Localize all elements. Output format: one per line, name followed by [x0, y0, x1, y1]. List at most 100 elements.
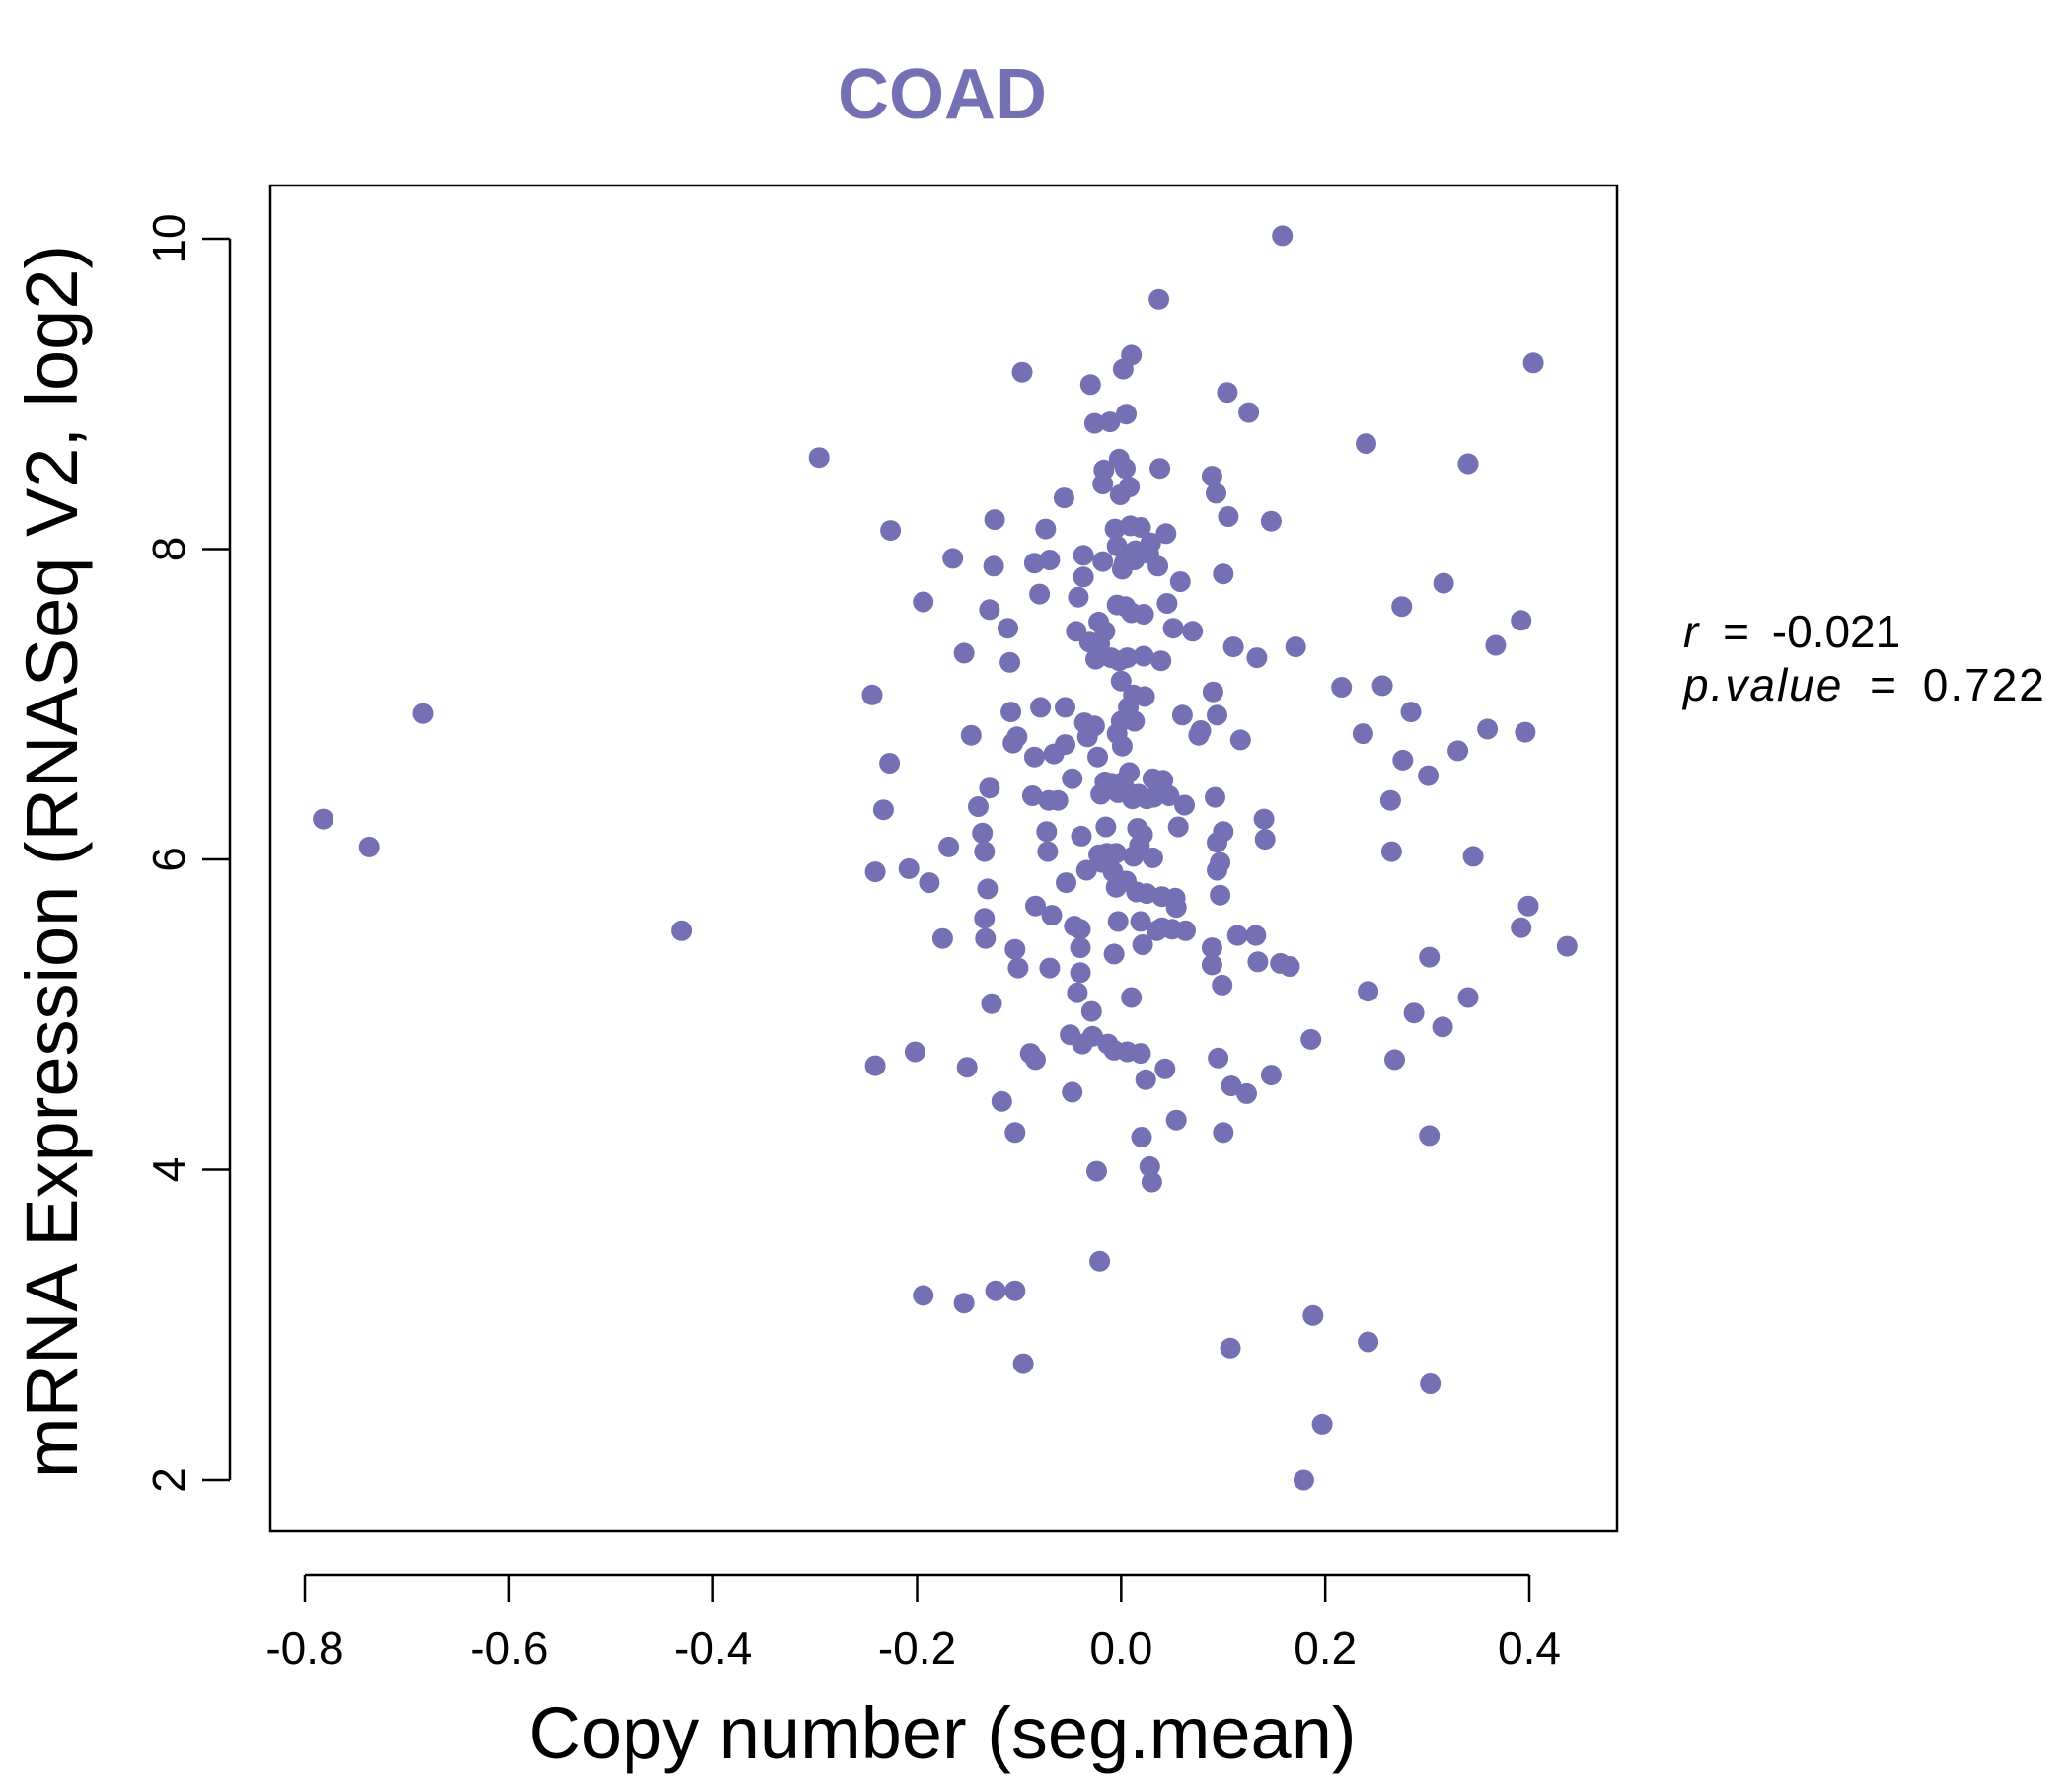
- x-axis-title: Copy number (seg.mean): [528, 1692, 1356, 1774]
- data-point: [1511, 917, 1532, 938]
- data-point: [1083, 412, 1105, 434]
- data-point: [1012, 1353, 1034, 1374]
- data-point: [1105, 843, 1127, 864]
- data-point: [981, 993, 1002, 1014]
- data-point: [1107, 911, 1129, 932]
- chart-title: COAD: [838, 55, 1047, 134]
- data-point: [1212, 974, 1233, 996]
- data-point: [1158, 785, 1180, 806]
- data-point: [1085, 648, 1106, 670]
- data-point: [1206, 482, 1226, 504]
- data-point: [1220, 1337, 1241, 1359]
- data-point: [1279, 956, 1300, 977]
- data-point: [1141, 1171, 1162, 1193]
- data-point: [1130, 911, 1151, 932]
- data-point: [968, 796, 989, 817]
- data-point: [1246, 647, 1268, 669]
- data-point: [1201, 466, 1222, 487]
- stat-p-value: 0.722: [1923, 659, 2046, 710]
- data-point: [1162, 618, 1184, 639]
- data-point: [1403, 1002, 1425, 1024]
- data-point: [1037, 841, 1059, 862]
- data-point: [1004, 1122, 1026, 1144]
- data-point: [1131, 1127, 1152, 1147]
- data-point: [1086, 1160, 1107, 1182]
- data-point: [1174, 794, 1195, 816]
- data-point: [1210, 884, 1231, 906]
- data-point: [1515, 721, 1536, 743]
- data-point: [1202, 681, 1223, 703]
- data-point: [1302, 1304, 1324, 1326]
- stat-p-label: p.value: [1681, 659, 1843, 710]
- data-point: [1095, 816, 1117, 838]
- data-point: [864, 861, 886, 883]
- data-point: [358, 836, 380, 857]
- data-point: [1205, 786, 1225, 808]
- data-point: [1117, 647, 1138, 669]
- stat-r-value: -0.021: [1772, 606, 1900, 657]
- data-point: [1047, 789, 1069, 811]
- data-points: [313, 225, 1578, 1491]
- data-point: [1226, 925, 1248, 946]
- data-point: [1007, 957, 1029, 979]
- data-point: [1132, 934, 1153, 955]
- data-point: [1247, 951, 1269, 973]
- data-point: [1133, 645, 1154, 667]
- data-point: [1041, 905, 1063, 926]
- data-point: [1253, 808, 1275, 830]
- data-point: [938, 836, 960, 857]
- data-point: [1384, 1049, 1405, 1071]
- data-point: [1029, 583, 1051, 605]
- data-point: [1300, 1028, 1322, 1050]
- data-point: [1165, 897, 1187, 919]
- data-point: [1213, 821, 1234, 843]
- data-point: [960, 724, 982, 746]
- x-tick-label: 0.0: [1089, 1622, 1152, 1673]
- data-point: [919, 872, 940, 894]
- stat-r: r = -0.021: [1683, 606, 1900, 657]
- data-point: [1148, 288, 1170, 310]
- data-point: [1272, 225, 1294, 247]
- data-point: [1221, 1075, 1242, 1097]
- data-point: [1229, 729, 1251, 751]
- data-point: [1089, 1250, 1111, 1272]
- data-point: [1457, 453, 1479, 475]
- data-point: [1110, 670, 1132, 692]
- data-point: [1087, 746, 1108, 768]
- data-point: [1156, 593, 1178, 614]
- data-point: [1140, 532, 1161, 554]
- data-point: [1167, 816, 1189, 838]
- data-point: [1182, 621, 1204, 642]
- data-point: [1419, 1125, 1441, 1147]
- data-point: [1035, 518, 1057, 540]
- data-point: [1039, 957, 1061, 979]
- data-point: [1103, 943, 1125, 965]
- data-point: [872, 799, 894, 821]
- data-point: [975, 927, 997, 949]
- data-point: [1169, 571, 1191, 592]
- data-point: [1356, 433, 1376, 455]
- data-point: [671, 920, 693, 941]
- data-point: [1094, 621, 1116, 642]
- data-point: [985, 1280, 1006, 1301]
- data-point: [998, 618, 1018, 639]
- y-tick-label: 10: [143, 213, 194, 263]
- data-point: [1070, 962, 1091, 984]
- data-point: [1260, 1065, 1282, 1086]
- data-point: [1025, 895, 1046, 917]
- data-point: [1311, 1413, 1333, 1435]
- data-point: [1039, 550, 1061, 570]
- data-point: [1147, 555, 1169, 577]
- data-point: [977, 878, 999, 900]
- data-point: [1092, 551, 1114, 572]
- data-point: [1222, 636, 1244, 658]
- y-axis-title: mRNA Expression (RNASeq V2, log2): [11, 245, 93, 1478]
- data-point: [808, 447, 830, 469]
- data-point: [1055, 734, 1075, 756]
- data-point: [1099, 411, 1121, 433]
- data-point: [1036, 821, 1058, 843]
- data-point: [1130, 517, 1151, 538]
- data-point: [1056, 872, 1076, 894]
